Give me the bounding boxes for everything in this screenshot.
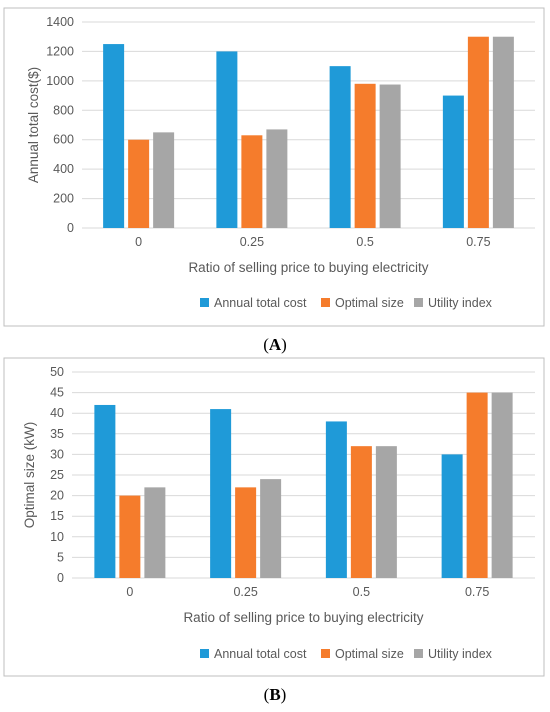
- chart-b-bar-annual-total-cost: [210, 409, 232, 578]
- chart-a-legend-swatch: [321, 298, 330, 307]
- chart-b-x-axis-label: Ratio of selling price to buying electri…: [183, 610, 423, 625]
- chart-a-bar-utility-index: [379, 84, 401, 229]
- chart-b-y-tick-label: 15: [50, 509, 64, 523]
- chart-a-x-tick-label: 0: [135, 235, 142, 249]
- chart-b-bar-optimal-size: [235, 487, 257, 578]
- chart-a-x-tick-label: 0.75: [466, 235, 490, 249]
- chart-a-bar-optimal-size: [354, 83, 376, 228]
- chart-b-y-tick-label: 10: [50, 530, 64, 544]
- chart-a-x-tick-label: 0.5: [356, 235, 373, 249]
- chart-a-bar-optimal-size: [241, 135, 263, 228]
- chart-a-panel: 0 200 400 600 800 1000 1200 1400 0 0.25 0.5 0.75 Rat…: [3, 7, 545, 354]
- chart-b-y-axis-label: Optimal size (kW): [22, 422, 37, 529]
- chart-a-bar-annual-total-cost: [442, 95, 464, 228]
- chart-a-bar-optimal-size: [467, 36, 489, 228]
- chart-b-y-tick-label: 45: [50, 386, 64, 400]
- chart-a-y-tick-label: 800: [53, 103, 74, 117]
- chart-b-bar-annual-total-cost: [441, 454, 463, 578]
- chart-b-legend-swatch: [321, 649, 330, 658]
- chart-a-bar-annual-total-cost: [103, 44, 125, 229]
- chart-b-x-tick-label: 0.75: [465, 585, 489, 599]
- chart-b-bar-optimal-size: [350, 446, 372, 578]
- chart-b-y-tick-label: 30: [50, 447, 64, 461]
- chart-a: 0 200 400 600 800 1000 1200 1400 0 0.25 0.5 0.75 Rat…: [3, 7, 545, 354]
- chart-a-x-axis-label: Ratio of selling price to buying electri…: [188, 260, 428, 275]
- chart-a-bar-utility-index: [492, 36, 514, 228]
- chart-b-x-tick-label: 0.5: [353, 585, 370, 599]
- chart-a-bar-annual-total-cost: [329, 66, 351, 229]
- chart-b-x-tick-label: 0: [126, 585, 133, 599]
- chart-a-legend-label: Optimal size: [335, 296, 404, 310]
- chart-b-legend-label: Optimal size: [335, 647, 404, 661]
- chart-b-bar-optimal-size: [466, 392, 488, 578]
- chart-a-y-axis-label: Annual total cost($): [26, 67, 41, 183]
- chart-b-legend-swatch: [414, 649, 423, 658]
- chart-b-y-tick-label: 20: [50, 489, 64, 503]
- chart-b-bar-annual-total-cost: [325, 421, 347, 578]
- chart-b-panel: 0 5 10 15 20 25 30 35 40 45 50 0 0.25 0.5 0.75 Ratio of…: [0, 355, 550, 712]
- chart-a-legend-label: Annual total cost: [214, 296, 307, 310]
- chart-b: 0 5 10 15 20 25 30 35 40 45 50 0 0.25 0.5 0.75 Ratio of…: [3, 357, 545, 704]
- chart-a-y-tick-label: 1400: [46, 15, 74, 29]
- chart-a-y-tick-label: 1200: [46, 44, 74, 58]
- chart-b-caption: (B): [264, 685, 287, 704]
- chart-a-legend-swatch: [414, 298, 423, 307]
- chart-b-y-tick-label: 5: [57, 550, 64, 564]
- chart-b-y-tick-label: 40: [50, 406, 64, 420]
- chart-b-legend-label: Utility index: [428, 647, 493, 661]
- chart-b-bar-utility-index: [144, 487, 166, 578]
- chart-b-bar-utility-index: [260, 479, 282, 578]
- chart-a-y-tick-label: 600: [53, 133, 74, 147]
- chart-a-legend-label: Utility index: [428, 296, 493, 310]
- chart-b-legend-label: Annual total cost: [214, 647, 307, 661]
- chart-a-bar-optimal-size: [128, 139, 150, 228]
- chart-a-y-tick-label: 200: [53, 192, 74, 206]
- chart-b-y-tick-label: 50: [50, 365, 64, 379]
- chart-a-y-tick-label: 0: [67, 221, 74, 235]
- chart-b-bar-utility-index: [375, 446, 397, 578]
- chart-a-bar-utility-index: [153, 132, 175, 228]
- chart-a-bar-utility-index: [266, 129, 288, 228]
- chart-b-bar-annual-total-cost: [94, 404, 116, 578]
- chart-a-legend-swatch: [200, 298, 209, 307]
- chart-a-y-tick-label: 400: [53, 162, 74, 176]
- chart-a-bar-annual-total-cost: [216, 51, 238, 228]
- chart-a-caption: (A): [263, 335, 287, 354]
- chart-b-legend-swatch: [200, 649, 209, 658]
- chart-b-x-tick-label: 0.25: [233, 585, 257, 599]
- chart-b-y-tick-label: 25: [50, 468, 64, 482]
- chart-a-x-tick-label: 0.25: [240, 235, 264, 249]
- chart-b-bar-optimal-size: [119, 495, 141, 578]
- chart-b-y-tick-label: 35: [50, 427, 64, 441]
- chart-a-y-tick-label: 1000: [46, 74, 74, 88]
- chart-b-bar-utility-index: [491, 392, 513, 578]
- chart-b-y-tick-label: 0: [57, 571, 64, 585]
